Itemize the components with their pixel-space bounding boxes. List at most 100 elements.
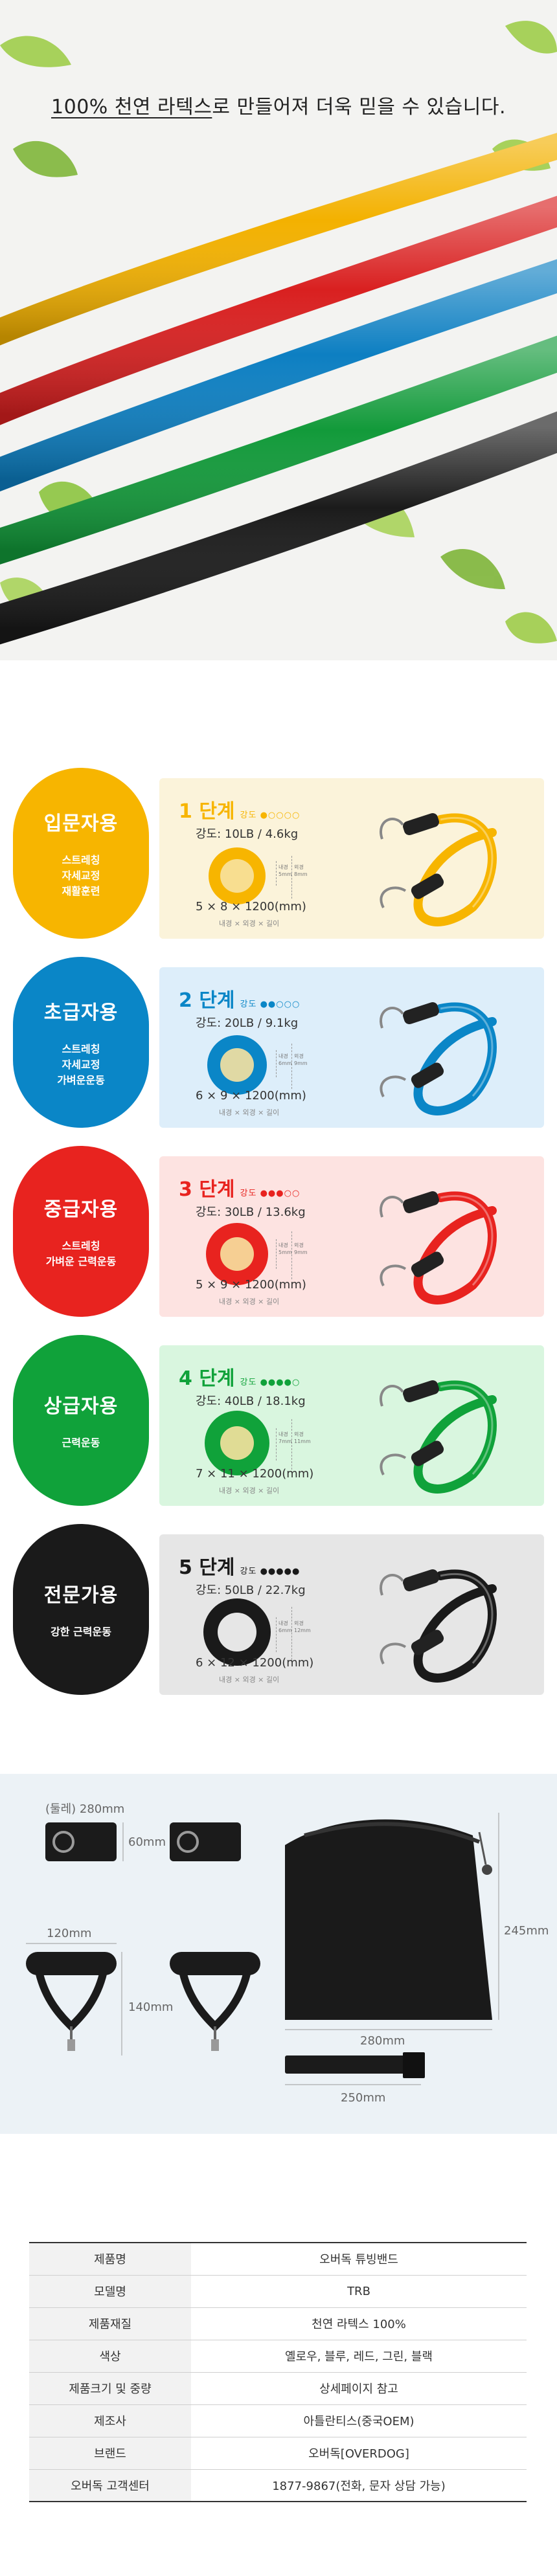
size-note: 내경 × 외경 × 길이 [219,1675,280,1684]
level-pill: 상급자용 근력운동 [13,1335,149,1506]
level-pill: 초급자용 스트레칭 자세교정 가벼운운동 [13,957,149,1128]
inner-dim-text: 내경 6mm [278,1620,292,1633]
outer-dim-line [291,1419,292,1470]
ankle-strap-right [170,1822,241,1861]
tube-inner-hole [218,1613,256,1652]
hero-section: 100% 천연 라텍스로 만들어져 더욱 믿을 수 있습니다. [0,0,557,660]
headline-rest: 로 만들어져 더욱 믿을 수 있습니다. [212,96,506,118]
inner-dim-text: 내경 7mm [278,1431,292,1444]
level-pill: 입문자용 스트레칭 자세교정 재활훈련 [13,768,149,939]
spec-value: 1877-9867(전화, 문자 상담 가능) [272,2479,446,2493]
level-stage: 4 단계 강도 ●●●●○ [179,1362,300,1391]
spec-row: 제조사 아틀란티스(중국OEM) [29,2404,527,2437]
anchor-width-label: 250mm [341,2091,386,2105]
level-card-4: 상급자용 근력운동 4 단계 강도 ●●●●○ 강도: 40LB / 18.1kg… [0,1331,557,1510]
tube-size: 6 × 9 × 1200(mm) [196,1089,306,1103]
outer-dim-text: 외경 9mm [294,1053,308,1066]
level-audience: 전문가용 [43,1584,119,1607]
intensity-dots: 강도 ●●○○○ [240,1000,301,1009]
level-card-1: 입문자용 스트레칭 자세교정 재활훈련 1 단계 강도 ●○○○○ 강도: 10L… [0,764,557,943]
spec-key: 제조사 [29,2404,191,2437]
spec-table: 제품명 오버독 튜빙밴드 모델명 TRB 제품재질 천연 라텍스 100% 색상 옐로우, 블… [29,2242,527,2502]
size-note: 내경 × 외경 × 길이 [219,1108,280,1117]
intensity-dots: 강도 ●●●●○ [240,1378,301,1387]
inner-dim-line [276,1428,277,1461]
level-uses: 근력운동 [62,1437,100,1449]
spec-value: 옐로우, 블루, 레드, 그린, 블랙 [191,2340,527,2373]
tube-size: 5 × 9 × 1200(mm) [196,1278,306,1292]
headline-highlight: 100% 천연 라텍스 [51,96,212,118]
level-stage: 3 단계 강도 ●●●○○ [179,1173,300,1202]
outer-dim-text: 외경 11mm [294,1431,311,1444]
level-uses: 스트레칭 자세교정 재활훈련 [62,854,100,897]
outer-dim-text: 외경 8mm [294,864,308,877]
outer-dim-text: 외경 9mm [294,1242,308,1255]
handle-width-label: 120mm [47,1927,92,1940]
stage-label: 5 단계 [179,1556,235,1579]
ankle-height-label: 60mm [128,1835,166,1849]
level-strength: 강도: 20LB / 9.1kg [196,1016,299,1030]
spec-row: 색상 옐로우, 블루, 레드, 그린, 블랙 [29,2340,527,2373]
size-note: 내경 × 외경 × 길이 [219,1297,280,1306]
band-illustration [380,1569,497,1683]
spec-row: 오버독 고객센터 1877-9867(전화, 문자 상담 가능) [29,2469,527,2502]
level-detail-card: 3 단계 강도 ●●●○○ 강도: 30LB / 13.6kg 내경 5mm 외경… [159,1156,544,1317]
ankle-width-label: (둘레) 280mm [45,1802,125,1816]
level-card-5: 전문가용 강한 근력운동 5 단계 강도 ●●●●● 강도: 50LB / 22.… [0,1520,557,1699]
level-stage: 2 단계 강도 ●●○○○ [179,984,300,1013]
level-strength: 강도: 50LB / 22.7kg [196,1584,306,1597]
size-note: 내경 × 외경 × 길이 [219,1486,280,1495]
spec-row: 제품명 오버독 튜빙밴드 [29,2243,527,2276]
tube-size: 7 × 11 × 1200(mm) [196,1467,314,1481]
spec-key: 색상 [29,2340,191,2373]
spec-key: 제품재질 [29,2307,191,2340]
level-audience: 중급자용 [43,1198,119,1221]
level-stage: 1 단계 강도 ●○○○○ [179,795,300,823]
hero-headline: 100% 천연 라텍스로 만들어져 더욱 믿을 수 있습니다. [0,91,557,119]
size-note: 내경 × 외경 × 길이 [219,919,280,928]
level-detail-card: 1 단계 강도 ●○○○○ 강도: 10LB / 4.6kg 내경 5mm 외경 … [159,778,544,939]
door-anchor [285,2052,425,2078]
accessories-section: (둘레) 280mm 60mm 120mm 140mm 280mm 245mm … [0,1774,557,2134]
inner-dim-line [276,861,277,886]
level-pill: 전문가용 강한 근력운동 [13,1524,149,1695]
inner-dim-text: 내경 5mm [278,864,292,877]
inner-dim-text: 내경 6mm [278,1053,292,1066]
spec-value: 오버독[OVERDOG] [191,2437,527,2470]
spec-row: 브랜드 오버독[OVERDOG] [29,2437,527,2470]
handle-left [26,1952,117,2051]
tube-inner-hole [220,1237,254,1271]
dimension-lines [26,1813,499,2085]
level-card-2: 초급자용 스트레칭 자세교정 가벼운운동 2 단계 강도 ●●○○○ 강도: 20… [0,953,557,1132]
spec-key: 제품크기 및 중량 [29,2372,191,2405]
intensity-dots: 강도 ●●●●● [240,1567,301,1576]
drawstring-bag [285,1819,492,2020]
tube-inner-hole [220,1426,254,1460]
level-strength: 강도: 10LB / 4.6kg [196,827,299,841]
spec-value: 상세페이지 참고 [191,2372,527,2405]
inner-dim-line [276,1050,277,1077]
band-illustration [380,812,497,926]
spec-value: 천연 라텍스 100% [191,2307,527,2340]
spec-row: 모델명 TRB [29,2275,527,2308]
level-audience: 초급자용 [43,1002,119,1024]
level-audience: 입문자용 [43,812,119,835]
level-uses: 스트레칭 가벼운 근력운동 [45,1240,117,1268]
spec-value: TRB [191,2275,527,2308]
level-audience: 상급자용 [43,1395,119,1418]
latex-tubes-photo [0,21,557,645]
inner-dim-text: 내경 5mm [278,1242,292,1255]
level-card-3: 중급자용 스트레칭 가벼운 근력운동 3 단계 강도 ●●●○○ 강도: 30LB… [0,1142,557,1321]
tube-inner-hole [220,1048,254,1082]
spec-key: 오버독 고객센터 [29,2469,191,2502]
level-uses: 강한 근력운동 [51,1626,111,1638]
spec-key: 브랜드 [29,2437,191,2470]
spec-row: 제품재질 천연 라텍스 100% [29,2307,527,2340]
band-illustration [380,1191,497,1305]
tube-size: 5 × 8 × 1200(mm) [196,900,306,913]
leaf-decor [0,21,557,644]
tube-size: 6 × 12 × 1200(mm) [196,1656,314,1670]
level-detail-card: 4 단계 강도 ●●●●○ 강도: 40LB / 18.1kg 내경 7mm 외경… [159,1345,544,1506]
level-pill: 중급자용 스트레칭 가벼운 근력운동 [13,1146,149,1317]
outer-dim-line [291,1231,292,1279]
